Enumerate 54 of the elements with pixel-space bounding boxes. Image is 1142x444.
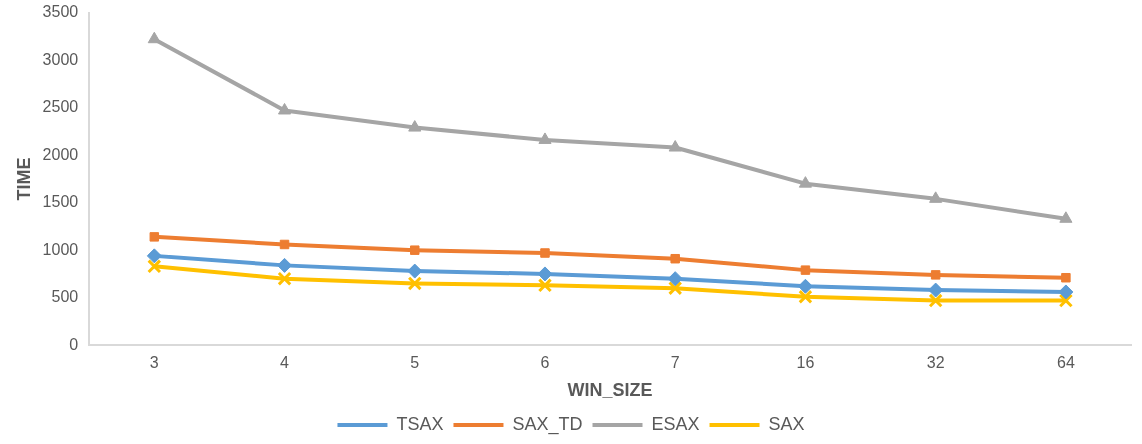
- point: [1058, 284, 1074, 300]
- point: [668, 140, 682, 152]
- x-tick-label: 64: [1056, 354, 1075, 372]
- point: [667, 271, 683, 287]
- x-tick-label: 4: [280, 354, 290, 372]
- x-tick-label: 3: [149, 354, 159, 372]
- point: [538, 132, 552, 144]
- point: [928, 293, 943, 308]
- y-tick-label: 1000: [42, 240, 79, 258]
- x-tick-label: 6: [540, 354, 550, 372]
- point: [1061, 272, 1071, 283]
- y-tick-label: 0: [69, 335, 79, 353]
- point: [929, 191, 943, 203]
- x-axis-title: WIN_SIZE: [567, 380, 653, 401]
- y-tick-label: 2500: [42, 98, 79, 116]
- point: [1059, 211, 1073, 223]
- x-tick-label: 16: [796, 354, 815, 372]
- point: [410, 245, 420, 255]
- y-tick-label: 1500: [42, 193, 79, 211]
- point: [146, 248, 162, 264]
- legend-label: SAX: [768, 413, 805, 434]
- point: [1058, 293, 1074, 308]
- point: [277, 271, 292, 286]
- point: [798, 289, 813, 304]
- point: [800, 265, 811, 275]
- point: [797, 278, 813, 294]
- x-tick-label: 7: [670, 354, 680, 372]
- point: [277, 257, 293, 273]
- point: [537, 266, 553, 282]
- point: [277, 102, 292, 115]
- x-tick-label: 32: [926, 354, 945, 372]
- point: [408, 120, 422, 132]
- point: [930, 270, 941, 280]
- point: [670, 253, 680, 264]
- point: [928, 282, 944, 298]
- point: [407, 263, 423, 279]
- y-tick-label: 500: [51, 288, 79, 306]
- y-axis-title: TIME: [13, 157, 34, 201]
- y-tick-label: 2000: [42, 145, 79, 163]
- point: [668, 281, 683, 296]
- point: [540, 248, 550, 258]
- point: [798, 176, 812, 188]
- point: [537, 278, 553, 293]
- point: [147, 31, 161, 44]
- point: [407, 276, 422, 291]
- y-tick-label: 3000: [42, 50, 79, 68]
- x-tick-label: 5: [410, 354, 420, 372]
- point: [147, 259, 162, 274]
- y-tick-label: 3500: [42, 3, 79, 21]
- legend-label: ESAX: [651, 413, 700, 434]
- legend-label: SAX_TD: [512, 413, 583, 435]
- point: [279, 239, 290, 250]
- legend-label: TSAX: [396, 413, 444, 434]
- point: [149, 232, 160, 242]
